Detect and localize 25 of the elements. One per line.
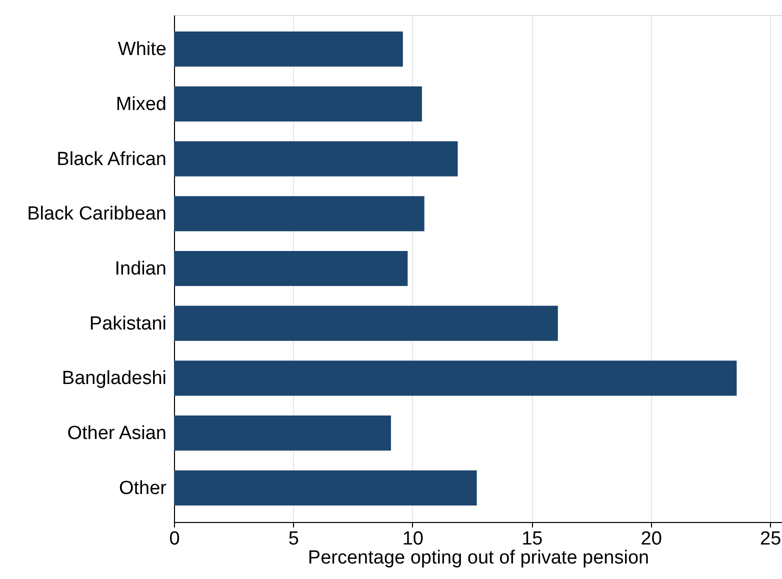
x-tick-label: 10 (402, 528, 424, 550)
bar (174, 31, 403, 67)
x-tick-label: 25 (760, 528, 782, 550)
x-tick-label: 0 (169, 528, 180, 550)
bar (174, 470, 477, 506)
y-tick-label: Other Asian (67, 423, 166, 444)
y-tick-label: Black Caribbean (27, 204, 166, 225)
x-tick-label: 20 (640, 528, 662, 550)
bar (174, 196, 424, 232)
bar (174, 306, 558, 341)
y-tick-label: White (118, 39, 166, 60)
y-tick-label: Pakistani (89, 313, 166, 334)
y-tick-label: Indian (114, 258, 166, 280)
x-axis-title: Percentage opting out of private pension (308, 548, 650, 568)
y-tick-label: Mixed (116, 94, 166, 115)
y-tick-label: Other (118, 478, 168, 499)
bar (174, 141, 458, 176)
x-tick-label: 15 (522, 528, 543, 550)
bar (174, 416, 391, 451)
bar (174, 250, 408, 286)
x-tick-label: 5 (288, 528, 300, 550)
bar (174, 86, 422, 122)
y-tick-label: Bangladeshi (62, 368, 166, 390)
bar (174, 360, 737, 396)
y-tick-label: Black African (56, 148, 166, 170)
